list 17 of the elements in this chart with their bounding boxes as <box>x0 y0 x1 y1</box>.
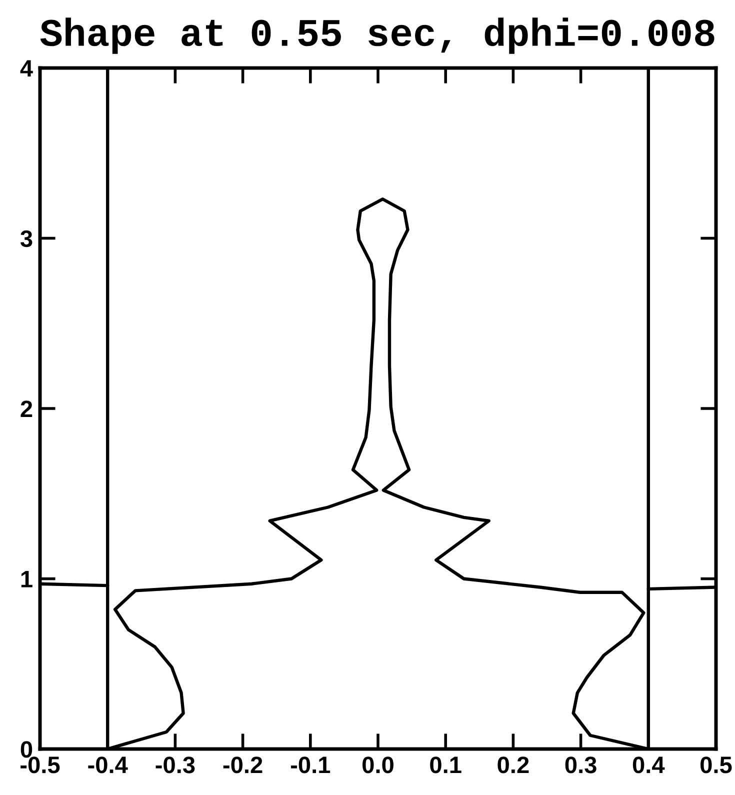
x-tick-label: 0.1 <box>430 756 462 774</box>
x-tick-label: -0.5 <box>20 756 60 774</box>
x-tick-label: 0.5 <box>700 756 732 774</box>
y-tick-label: 3 <box>20 230 32 248</box>
x-tick-label: -0.1 <box>290 756 330 774</box>
x-tick-label: -0.2 <box>223 756 262 774</box>
y-tick-label: 2 <box>20 400 32 418</box>
y-tick-label: 1 <box>21 571 32 588</box>
chart-title: Shape at 0.55 sec, dphi=0.008 <box>40 18 714 54</box>
x-tick-label: 0.4 <box>632 756 665 774</box>
x-tick-label: -0.3 <box>156 756 195 774</box>
y-tick-label: 4 <box>20 60 33 77</box>
x-tick-label: 0.3 <box>565 756 596 774</box>
x-tick-label: 0.0 <box>362 756 394 774</box>
x-tick-label: 0.2 <box>498 756 529 774</box>
x-tick-label: -0.4 <box>88 756 128 774</box>
y-tick-label: 0 <box>20 741 32 758</box>
